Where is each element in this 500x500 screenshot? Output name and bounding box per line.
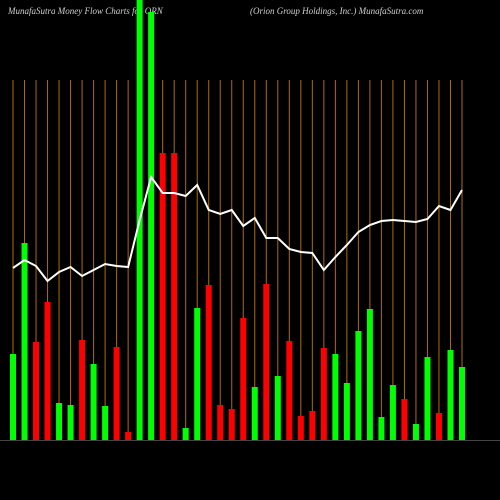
bar <box>194 308 201 440</box>
bar <box>56 403 63 440</box>
bar <box>44 302 51 440</box>
bar <box>113 347 120 440</box>
bar <box>21 243 28 440</box>
bar <box>286 341 293 440</box>
bar <box>217 405 224 440</box>
chart-subtitle: (Orion Group Holdings, Inc.) MunafaSutra… <box>250 6 424 16</box>
bar <box>389 385 396 440</box>
bar <box>79 340 86 440</box>
bar <box>263 284 270 440</box>
bar <box>240 318 247 440</box>
bar <box>10 354 16 440</box>
bar <box>274 376 281 440</box>
bar <box>447 350 454 440</box>
bar <box>459 367 465 440</box>
bar <box>366 309 373 440</box>
bar <box>309 411 316 440</box>
bar <box>125 432 132 440</box>
bar <box>343 383 350 440</box>
bar <box>320 348 327 440</box>
chart-title: MunafaSutra Money Flow Charts for ORN <box>7 6 164 16</box>
bar <box>412 424 419 440</box>
bar <box>102 406 109 440</box>
bar <box>182 428 189 440</box>
bar <box>378 417 385 440</box>
money-flow-line <box>12 174 463 283</box>
bar <box>332 354 339 440</box>
bar <box>228 409 235 440</box>
bar <box>33 342 40 440</box>
bar <box>424 357 431 440</box>
bar <box>297 416 304 440</box>
bar <box>355 331 362 440</box>
bar <box>67 405 74 440</box>
bar <box>401 399 408 440</box>
bar <box>251 387 258 440</box>
bar <box>435 413 442 440</box>
bar <box>148 12 155 440</box>
bar <box>90 364 97 440</box>
bar <box>171 153 178 440</box>
bar <box>205 285 212 440</box>
bar <box>159 153 166 440</box>
